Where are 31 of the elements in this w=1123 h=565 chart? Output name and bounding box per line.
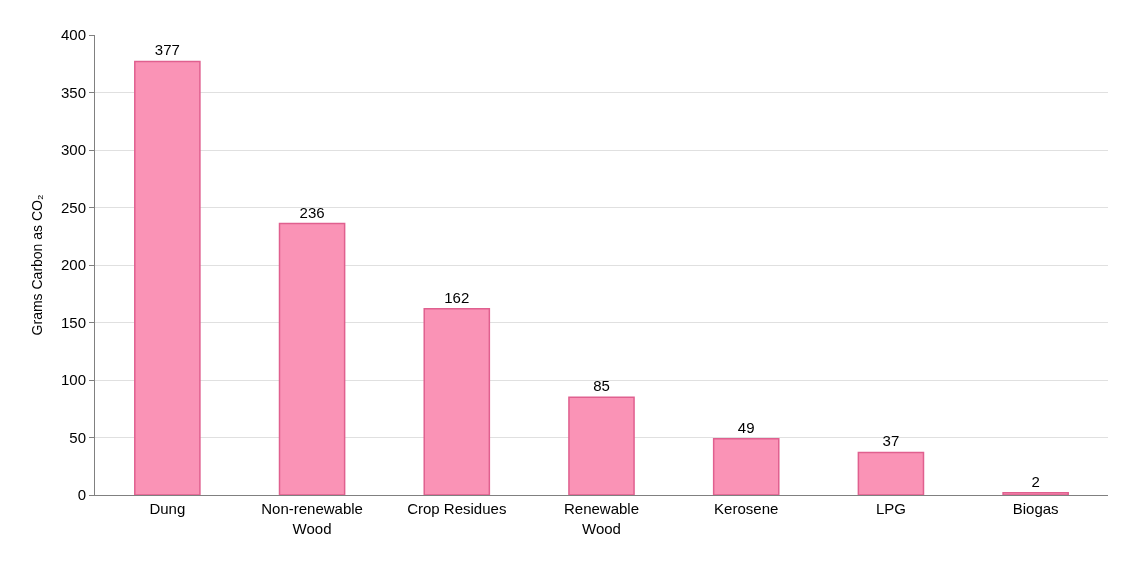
y-tick-label: 200 [60, 256, 86, 274]
data-label: 85 [593, 377, 610, 395]
bar [278, 222, 346, 495]
x-tick-label: Renewable Wood [563, 500, 640, 537]
y-tick-label: 350 [60, 83, 86, 101]
y-tick-label: 0 [77, 486, 86, 504]
x-tick-label: Non-renewable Wood [261, 500, 363, 537]
y-tick-label: 250 [60, 198, 86, 216]
y-tick-label: 100 [60, 371, 86, 389]
y-axis-title: Grams Carbon as CO₂ [28, 194, 45, 336]
bar [1002, 491, 1069, 495]
x-tick-label: LPG [875, 500, 906, 517]
data-label: 377 [154, 41, 180, 59]
data-label: 37 [882, 432, 900, 450]
bar [134, 60, 201, 495]
bar [423, 307, 491, 495]
x-tick-label: Crop Residues [407, 500, 507, 517]
x-tick-label: Biogas [1012, 500, 1059, 517]
data-label: 162 [444, 288, 470, 306]
x-tick-label: Kerosene [714, 500, 779, 517]
y-tick-label: 300 [60, 141, 86, 159]
y-tick-label: 50 [69, 428, 86, 446]
data-label: 2 [1031, 472, 1040, 490]
data-label: 49 [737, 418, 755, 436]
bar [712, 437, 780, 495]
y-tick-label: 150 [60, 313, 86, 331]
bar [568, 396, 635, 495]
bar [857, 451, 925, 495]
data-label: 236 [299, 203, 325, 221]
x-tick-label: Dung [149, 500, 186, 517]
y-tick-label: 400 [60, 26, 86, 44]
